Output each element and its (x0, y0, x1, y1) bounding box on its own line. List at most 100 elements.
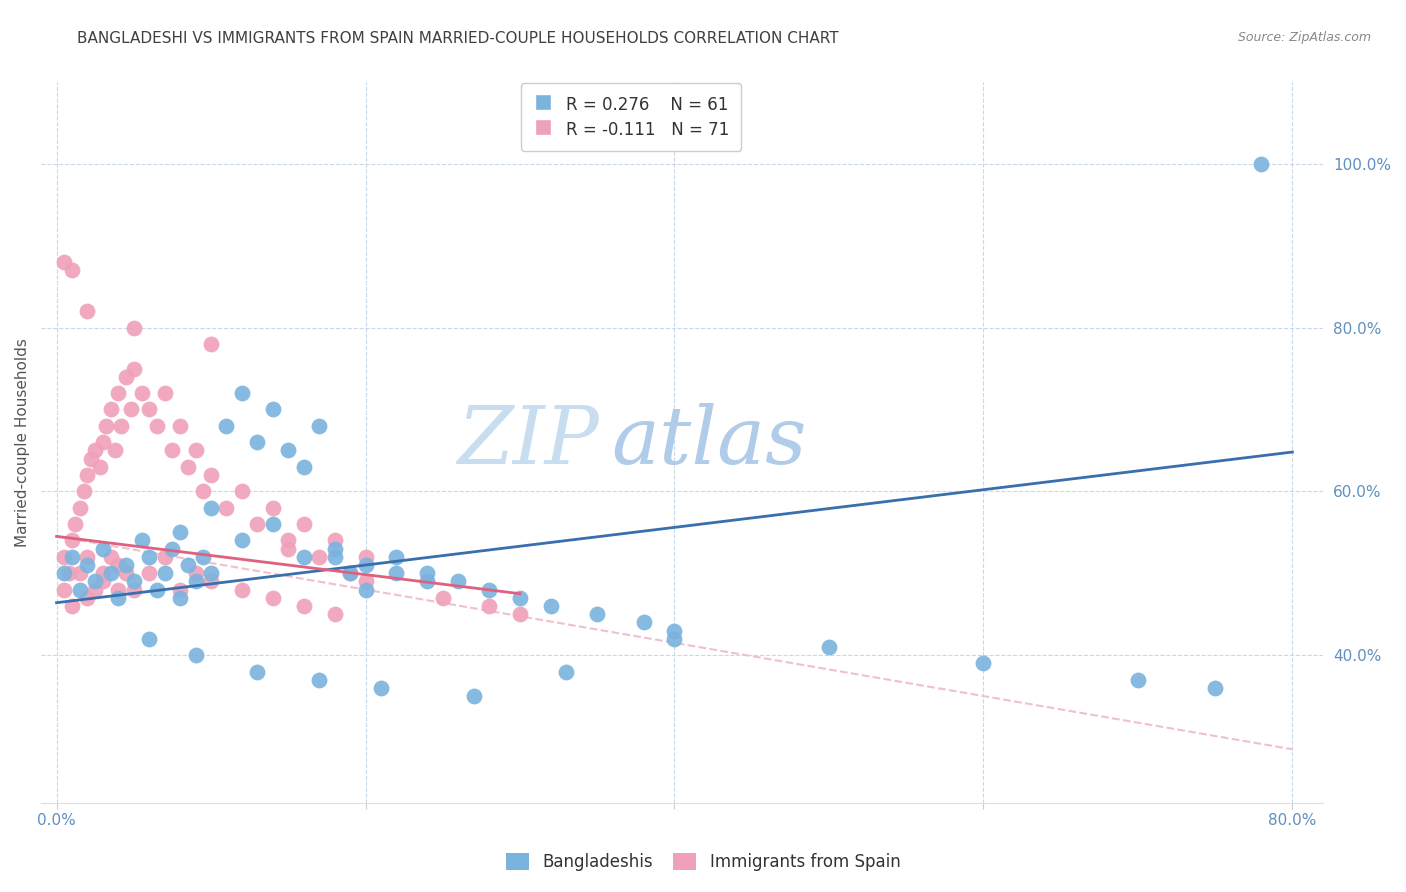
Point (169, 525, 191, 540)
Point (184, 574, 207, 589)
Point (385, 549, 408, 564)
Point (555, 665, 578, 679)
Point (246, 665, 269, 679)
Point (169, 591, 191, 605)
Point (131, 533, 153, 548)
Point (231, 386, 253, 401)
Point (76, 467, 98, 482)
Point (1250, 157, 1272, 171)
Point (84, 443, 107, 458)
Point (107, 582, 129, 597)
Point (79, 451, 101, 466)
Point (91, 566, 114, 581)
Point (215, 500, 238, 515)
Point (323, 541, 346, 556)
Point (463, 689, 485, 703)
Point (200, 337, 222, 351)
Point (664, 624, 686, 638)
Point (277, 443, 299, 458)
Point (53, 549, 76, 564)
Point (115, 369, 138, 384)
Point (262, 500, 284, 515)
Point (91, 574, 114, 589)
Point (91, 435, 114, 450)
Point (262, 591, 284, 605)
Point (231, 582, 253, 597)
Point (107, 386, 129, 401)
Point (169, 418, 191, 433)
Point (169, 582, 191, 597)
Point (153, 386, 176, 401)
Point (200, 467, 222, 482)
Point (58, 566, 80, 581)
Point (84, 574, 107, 589)
Point (292, 549, 315, 564)
Point (115, 566, 138, 581)
Point (385, 566, 408, 581)
Point (292, 517, 315, 532)
Point (60, 549, 83, 564)
Text: ZIP: ZIP (457, 403, 599, 481)
Point (292, 599, 315, 613)
Point (1204, 681, 1226, 695)
Point (162, 443, 184, 458)
Point (89, 459, 111, 474)
Point (416, 566, 439, 581)
Point (69, 582, 91, 597)
Point (153, 566, 176, 581)
Point (277, 541, 299, 556)
Point (540, 599, 562, 613)
Point (308, 549, 330, 564)
Point (91, 541, 114, 556)
Point (184, 443, 207, 458)
Point (509, 607, 531, 622)
Point (100, 566, 122, 581)
Point (308, 418, 330, 433)
Point (138, 549, 160, 564)
Point (94, 418, 117, 433)
Point (478, 599, 501, 613)
Point (633, 615, 655, 630)
Point (339, 566, 361, 581)
Point (323, 533, 346, 548)
Text: BANGLADESHI VS IMMIGRANTS FROM SPAIN MARRIED-COUPLE HOUSEHOLDS CORRELATION CHART: BANGLADESHI VS IMMIGRANTS FROM SPAIN MAR… (77, 31, 839, 46)
Point (246, 435, 269, 450)
Point (107, 558, 129, 572)
Point (100, 549, 122, 564)
Point (115, 558, 138, 572)
Point (120, 402, 142, 417)
Point (60, 263, 83, 277)
Point (104, 443, 127, 458)
Point (84, 582, 107, 597)
Point (509, 591, 531, 605)
Point (131, 386, 153, 401)
Point (60, 599, 83, 613)
Legend: R = 0.276    N = 61, R = -0.111   N = 71: R = 0.276 N = 61, R = -0.111 N = 71 (522, 83, 741, 151)
Point (122, 574, 145, 589)
Point (354, 574, 377, 589)
Point (184, 648, 207, 662)
Point (63, 517, 86, 532)
Point (100, 402, 122, 417)
Point (262, 402, 284, 417)
Point (339, 566, 361, 581)
Point (818, 640, 841, 654)
Point (76, 558, 98, 572)
Point (153, 549, 176, 564)
Point (122, 361, 145, 376)
Point (246, 517, 269, 532)
Point (200, 500, 222, 515)
Point (76, 591, 98, 605)
Point (177, 558, 200, 572)
Point (107, 591, 129, 605)
Point (231, 484, 253, 499)
Text: Source: ZipAtlas.com: Source: ZipAtlas.com (1237, 31, 1371, 45)
Text: atlas: atlas (612, 403, 807, 481)
Point (138, 402, 160, 417)
Point (1126, 673, 1149, 687)
Point (200, 566, 222, 581)
Point (193, 549, 215, 564)
Point (323, 607, 346, 622)
Point (53, 255, 76, 269)
Point (292, 459, 315, 474)
